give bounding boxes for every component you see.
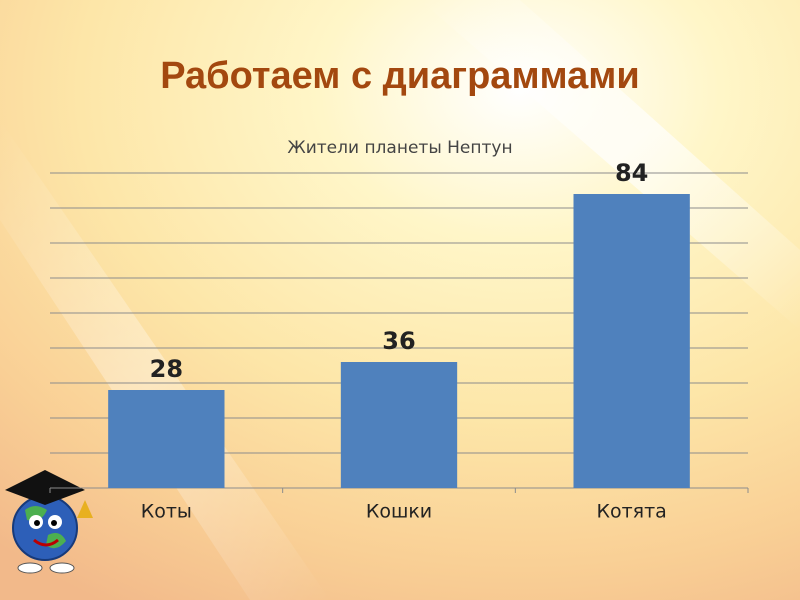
slide-title: Работаем с диаграммами (160, 55, 640, 97)
bar (108, 390, 225, 488)
bar (340, 362, 458, 488)
data-label: 84 (615, 159, 648, 187)
x-tick-label: Кошки (366, 501, 432, 523)
data-label: 36 (382, 327, 415, 355)
x-tick-label: Котята (597, 501, 667, 523)
light-ray (420, 0, 800, 330)
bar (573, 194, 690, 488)
light-ray (0, 120, 330, 600)
x-tick-label: Коты (141, 501, 192, 523)
chart-title: Жители планеты Нептун (287, 138, 512, 158)
data-label: 28 (150, 355, 183, 383)
mascot (5, 470, 93, 574)
